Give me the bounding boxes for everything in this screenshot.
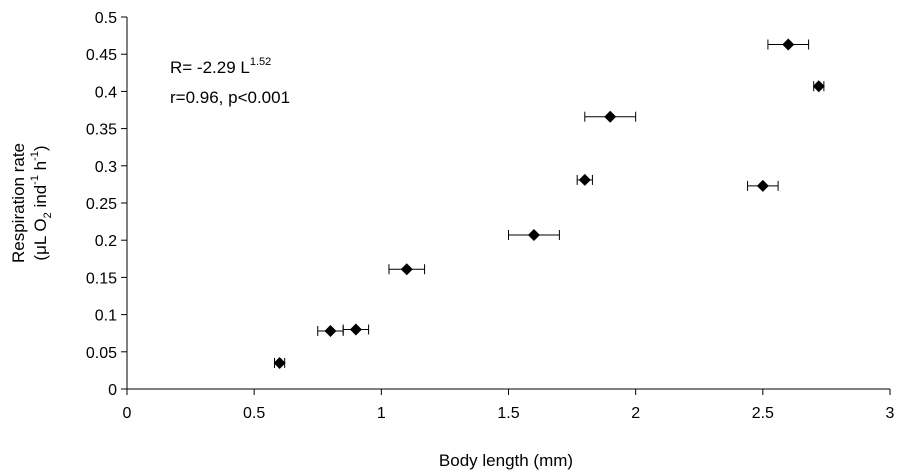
y-axis-title-line1: Respiration rate	[9, 143, 28, 263]
y-axis-title-line2: (μL O2 ind-1 h-1)	[29, 145, 54, 260]
data-point	[604, 111, 616, 123]
y-tick-label: 0.45	[86, 47, 117, 64]
x-tick-label: 3	[886, 405, 895, 422]
x-ticks: 0 0.5 1 1.5 2 2.5 3	[123, 389, 895, 422]
y-tick-label: 0.2	[95, 233, 117, 250]
x-tick-label: 2.5	[752, 405, 774, 422]
x-tick-label: 1.5	[497, 405, 519, 422]
y-ticks: 0 0.05 0.1 0.15 0.2 0.25 0.3 0.35 0.4 0.45 0.5	[86, 10, 127, 399]
y-tick-label: 0.1	[95, 308, 117, 325]
data-point	[350, 323, 362, 335]
y-tick-label: 0.5	[95, 10, 117, 27]
data-point	[324, 325, 336, 337]
data-point	[813, 80, 825, 92]
x-tick-label: 2	[631, 405, 640, 422]
data-point	[401, 263, 413, 275]
data-points	[274, 39, 825, 369]
x-axis-title: Body length (mm)	[439, 451, 573, 470]
x-tick-label: 0.5	[243, 405, 265, 422]
y-tick-label: 0.15	[86, 270, 117, 287]
data-point	[782, 39, 794, 51]
data-point	[528, 229, 540, 241]
x-tick-label: 1	[377, 405, 386, 422]
y-tick-label: 0.4	[95, 84, 117, 101]
y-tick-label: 0.3	[95, 159, 117, 176]
stats-annotation: r=0.96, p<0.001	[170, 88, 290, 107]
y-tick-label: 0	[108, 382, 117, 399]
y-tick-label: 0.05	[86, 345, 117, 362]
data-point	[579, 174, 591, 186]
equation-annotation: R= -2.29 L1.52	[170, 56, 271, 77]
data-point	[274, 357, 286, 369]
data-point	[757, 180, 769, 192]
y-axis-title: Respiration rate (μL O2 ind-1 h-1)	[9, 143, 54, 263]
y-tick-label: 0.25	[86, 196, 117, 213]
y-tick-label: 0.35	[86, 122, 117, 139]
x-tick-label: 0	[123, 405, 132, 422]
